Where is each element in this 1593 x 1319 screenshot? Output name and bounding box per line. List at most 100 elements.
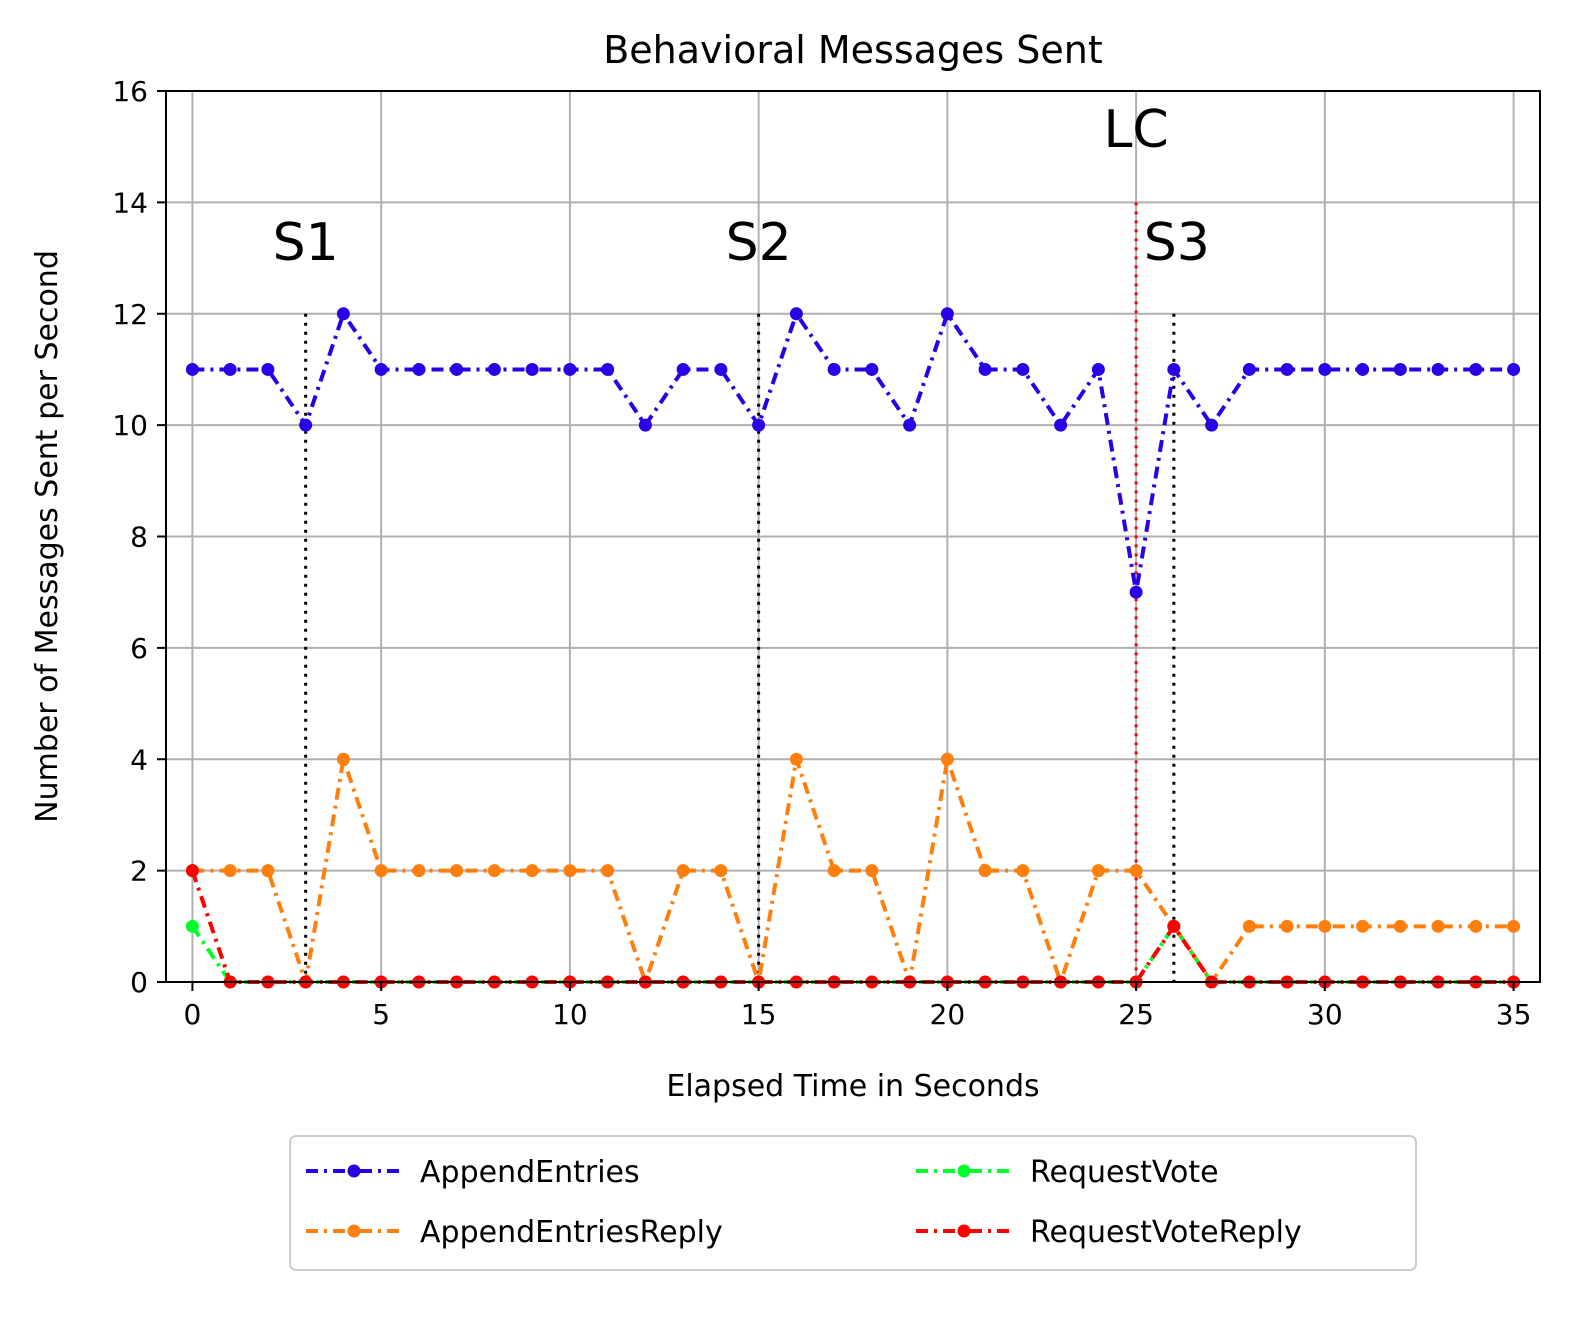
data-point-appendentriesreply — [563, 864, 577, 878]
data-point-requestvote — [185, 919, 199, 933]
data-point-appendentries — [374, 362, 388, 376]
data-point-appendentries — [978, 362, 992, 376]
data-point-appendentriesreply — [940, 752, 954, 766]
data-point-appendentries — [1205, 418, 1219, 432]
legend-box — [289, 1135, 1417, 1271]
y-tick-label: 16 — [112, 75, 148, 108]
legend: AppendEntries AppendEntriesReply RequestVo… — [289, 1135, 1417, 1271]
data-point-appendentries — [185, 362, 199, 376]
annotation-label-s3: S3 — [1144, 213, 1210, 273]
x-axis-label: Elapsed Time in Seconds — [666, 1069, 1039, 1104]
x-tick-label: 15 — [741, 998, 777, 1031]
annotation-label-s2: S2 — [726, 213, 792, 273]
data-point-appendentriesreply — [261, 864, 275, 878]
data-point-appendentries — [1469, 362, 1483, 376]
data-point-appendentries — [1054, 418, 1068, 432]
chart-title: Behavioral Messages Sent — [603, 28, 1103, 72]
data-point-appendentriesreply — [374, 864, 388, 878]
legend-label: RequestVote — [1030, 1155, 1219, 1190]
series-appendentries — [185, 307, 1521, 599]
data-point-appendentriesreply — [487, 864, 501, 878]
data-point-appendentries — [940, 307, 954, 321]
x-tick-label: 35 — [1496, 998, 1532, 1031]
annotation-label-lc: LC — [1103, 100, 1168, 160]
data-point-appendentriesreply — [1393, 919, 1407, 933]
data-point-appendentries — [903, 418, 917, 432]
data-point-appendentriesreply — [1242, 919, 1256, 933]
y-axis-label: Number of Messages Sent per Second — [30, 250, 65, 823]
data-point-appendentriesreply — [1356, 919, 1370, 933]
data-point-appendentries — [1280, 362, 1294, 376]
data-point-appendentriesreply — [1016, 864, 1030, 878]
y-tick-label: 14 — [112, 186, 148, 219]
data-point-appendentriesreply — [525, 864, 539, 878]
data-point-appendentriesreply — [978, 864, 992, 878]
data-point-appendentries — [525, 362, 539, 376]
legend-item-appendentriesreply: AppendEntriesReply — [306, 1215, 723, 1250]
data-point-appendentries — [1431, 362, 1445, 376]
y-axis-ticks: 0 2 4 6 8 10 12 14 16 — [112, 75, 166, 999]
legend-label: AppendEntriesReply — [420, 1215, 723, 1250]
data-point-appendentriesreply — [714, 864, 728, 878]
data-point-appendentries — [223, 362, 237, 376]
data-point-appendentries — [789, 307, 803, 321]
data-point-appendentriesreply — [1431, 919, 1445, 933]
data-point-appendentries — [638, 418, 652, 432]
data-point-appendentriesreply — [1469, 919, 1483, 933]
x-tick-label: 20 — [930, 998, 966, 1031]
data-point-appendentries — [752, 418, 766, 432]
data-point-appendentries — [563, 362, 577, 376]
data-point-appendentries — [676, 362, 690, 376]
data-point-appendentriesreply — [223, 864, 237, 878]
y-tick-label: 2 — [130, 855, 148, 888]
legend-item-requestvotereply: RequestVoteReply — [916, 1215, 1302, 1250]
y-tick-label: 12 — [112, 298, 148, 331]
data-point-appendentries — [1356, 362, 1370, 376]
x-tick-label: 5 — [372, 998, 390, 1031]
legend-marker — [347, 1164, 361, 1178]
data-point-appendentriesreply — [336, 752, 350, 766]
data-point-appendentriesreply — [1507, 919, 1521, 933]
data-point-appendentries — [299, 418, 313, 432]
annotation-label-s1: S1 — [273, 213, 339, 273]
data-point-appendentries — [827, 362, 841, 376]
data-point-appendentriesreply — [865, 864, 879, 878]
legend-item-appendentries: AppendEntries — [306, 1155, 640, 1190]
data-point-appendentries — [714, 362, 728, 376]
data-point-appendentries — [1318, 362, 1332, 376]
y-tick-label: 4 — [130, 743, 148, 776]
y-tick-label: 8 — [130, 521, 148, 554]
legend-label: RequestVoteReply — [1030, 1215, 1302, 1250]
data-point-appendentries — [1091, 362, 1105, 376]
x-tick-label: 10 — [552, 998, 588, 1031]
data-point-appendentries — [412, 362, 426, 376]
data-point-appendentries — [1242, 362, 1256, 376]
data-point-appendentriesreply — [1091, 864, 1105, 878]
data-point-appendentries — [336, 307, 350, 321]
y-tick-label: 0 — [130, 966, 148, 999]
legend-marker — [957, 1164, 971, 1178]
data-point-appendentries — [261, 362, 275, 376]
legend-item-requestvote: RequestVote — [916, 1155, 1219, 1190]
legend-marker — [957, 1224, 971, 1238]
data-point-appendentriesreply — [450, 864, 464, 878]
data-point-appendentriesreply — [1318, 919, 1332, 933]
data-point-appendentriesreply — [676, 864, 690, 878]
data-point-appendentriesreply — [412, 864, 426, 878]
data-point-appendentriesreply — [789, 752, 803, 766]
legend-label: AppendEntries — [420, 1155, 640, 1190]
x-axis-ticks: 0 5 10 15 20 25 30 35 — [184, 982, 1532, 1031]
data-point-appendentries — [1167, 362, 1181, 376]
data-point-appendentriesreply — [1280, 919, 1294, 933]
y-tick-label: 10 — [112, 409, 148, 442]
annotation-labels: S1 S2 LC S3 — [273, 100, 1210, 273]
data-point-appendentriesreply — [601, 864, 615, 878]
data-point-appendentries — [1129, 585, 1143, 599]
data-point-appendentries — [1393, 362, 1407, 376]
data-point-appendentries — [865, 362, 879, 376]
data-point-appendentries — [1507, 362, 1521, 376]
data-point-appendentries — [487, 362, 501, 376]
x-tick-label: 25 — [1118, 998, 1154, 1031]
